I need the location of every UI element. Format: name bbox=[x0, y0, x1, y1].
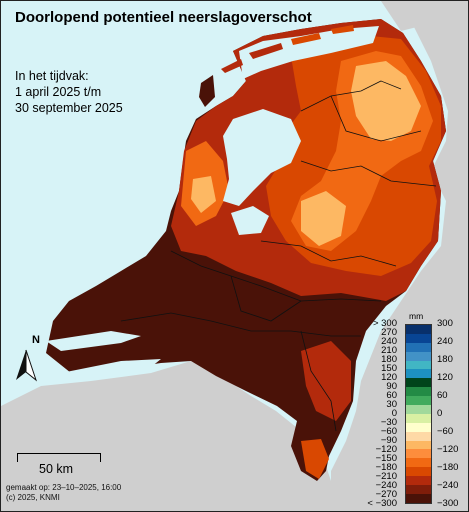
copyright-text: (c) 2025, KNMI bbox=[6, 493, 60, 502]
map-title: Doorlopend potentieel neerslagoverschot bbox=[15, 9, 312, 26]
legend-label-left: −120 bbox=[375, 444, 397, 455]
legend-swatch bbox=[406, 369, 431, 379]
wadden-sea bbox=[239, 26, 379, 79]
wadden-island-schiermonnikoog bbox=[331, 25, 354, 34]
legend-swatch bbox=[406, 431, 431, 441]
legend-swatch bbox=[406, 351, 431, 361]
legend-swatch bbox=[406, 449, 431, 459]
deficit-zone-limburg bbox=[301, 439, 329, 479]
legend-label-right: 240 bbox=[437, 336, 453, 347]
legend-label-left: 120 bbox=[381, 372, 397, 383]
legend-label-right: −60 bbox=[437, 426, 454, 437]
legend-label-left: 150 bbox=[381, 363, 397, 374]
legend-swatch bbox=[406, 413, 431, 423]
wadden-island-ameland bbox=[291, 33, 321, 45]
legend-label-right: 300 bbox=[437, 318, 453, 329]
legend-swatch bbox=[406, 422, 431, 432]
north-label: N bbox=[32, 334, 40, 346]
legend-label-left: −270 bbox=[375, 489, 397, 500]
legend-label-left: −30 bbox=[380, 417, 397, 428]
deficit-zone-low bbox=[351, 61, 421, 141]
legend-label-left: 0 bbox=[391, 408, 397, 419]
zeeland-estuary-1 bbox=[46, 331, 141, 351]
legend-swatch bbox=[406, 333, 431, 343]
north-arrow: N bbox=[13, 334, 40, 384]
legend-swatch bbox=[406, 405, 431, 414]
legend-label-left: 90 bbox=[386, 381, 397, 392]
neighbour-land-belgium bbox=[1, 361, 331, 511]
legend-unit: mm bbox=[409, 311, 424, 321]
legend-color-bar bbox=[405, 324, 432, 504]
legend-label-left: 60 bbox=[386, 390, 397, 401]
legend-swatch bbox=[406, 485, 431, 494]
made-on-text: gemaakt op: 23–10–2025, 16:00 bbox=[6, 483, 122, 492]
wadden-island-vlieland bbox=[221, 59, 243, 73]
wadden-island-texel bbox=[199, 75, 215, 107]
legend-label-left: −90 bbox=[380, 435, 397, 446]
period-info: In het tijdvak: 1 april 2025 t/m 30 sept… bbox=[15, 68, 123, 116]
legend-swatch bbox=[406, 440, 431, 450]
legend-swatch bbox=[406, 458, 431, 468]
period-line-2: 1 april 2025 t/m bbox=[15, 85, 102, 99]
markermeer bbox=[231, 206, 269, 235]
scale-bar-label: 50 km bbox=[39, 462, 74, 476]
legend-label-left: −60 bbox=[380, 426, 397, 437]
legend-swatch bbox=[406, 325, 431, 334]
legend-label-right: 60 bbox=[437, 390, 448, 401]
legend-label-right: 120 bbox=[437, 372, 453, 383]
deficit-zone-south-red bbox=[301, 341, 351, 421]
legend-swatch bbox=[406, 378, 431, 388]
period-line-3: 30 september 2025 bbox=[15, 101, 123, 115]
north-arrow-icon bbox=[16, 349, 38, 382]
legend-label-left: −180 bbox=[375, 462, 397, 473]
legend-label-left: 240 bbox=[381, 336, 397, 347]
legend-swatch bbox=[406, 476, 431, 486]
legend-label-right: −180 bbox=[437, 462, 459, 473]
legend-label-right: −120 bbox=[437, 444, 459, 455]
legend: mm > 300 270 240 210 180 150 120 90 60 30 0 −30 −60−… bbox=[367, 309, 466, 509]
province-boundaries bbox=[120, 80, 437, 432]
legend-swatch bbox=[406, 360, 431, 370]
wadden-island-terschelling bbox=[249, 43, 283, 59]
legend-label-left: < −300 bbox=[367, 498, 397, 509]
neighbour-land-germany bbox=[331, 1, 468, 511]
credits: gemaakt op: 23–10–2025, 16:00 (c) 2025, … bbox=[6, 483, 121, 503]
scale-bar bbox=[17, 453, 101, 462]
german-coast bbox=[381, 1, 421, 31]
zeeland-estuary-2 bbox=[61, 359, 161, 373]
legend-label-right: −300 bbox=[437, 498, 459, 509]
legend-label-left: −150 bbox=[375, 453, 397, 464]
ijsselmeer bbox=[223, 109, 301, 206]
legend-label-right: −240 bbox=[437, 480, 459, 491]
legend-label-left: 270 bbox=[381, 327, 397, 338]
legend-label-left: −240 bbox=[375, 480, 397, 491]
legend-label-left: −210 bbox=[375, 471, 397, 482]
legend-label-left: 180 bbox=[381, 354, 397, 365]
deficit-zone-light-holland bbox=[191, 176, 216, 213]
legend-swatch bbox=[406, 342, 431, 352]
legend-label-left: 30 bbox=[386, 399, 397, 410]
legend-label-left: > 300 bbox=[372, 318, 397, 329]
legend-swatch bbox=[406, 396, 431, 406]
period-line-1: In het tijdvak: bbox=[15, 69, 89, 83]
legend-swatch bbox=[406, 387, 431, 397]
legend-swatch bbox=[406, 467, 431, 477]
legend-swatch bbox=[406, 493, 431, 503]
legend-label-right: 180 bbox=[437, 354, 453, 365]
deficit-zone-low-central bbox=[301, 191, 346, 246]
legend-label-right: 0 bbox=[437, 408, 443, 419]
legend-label-left: 210 bbox=[381, 345, 397, 356]
